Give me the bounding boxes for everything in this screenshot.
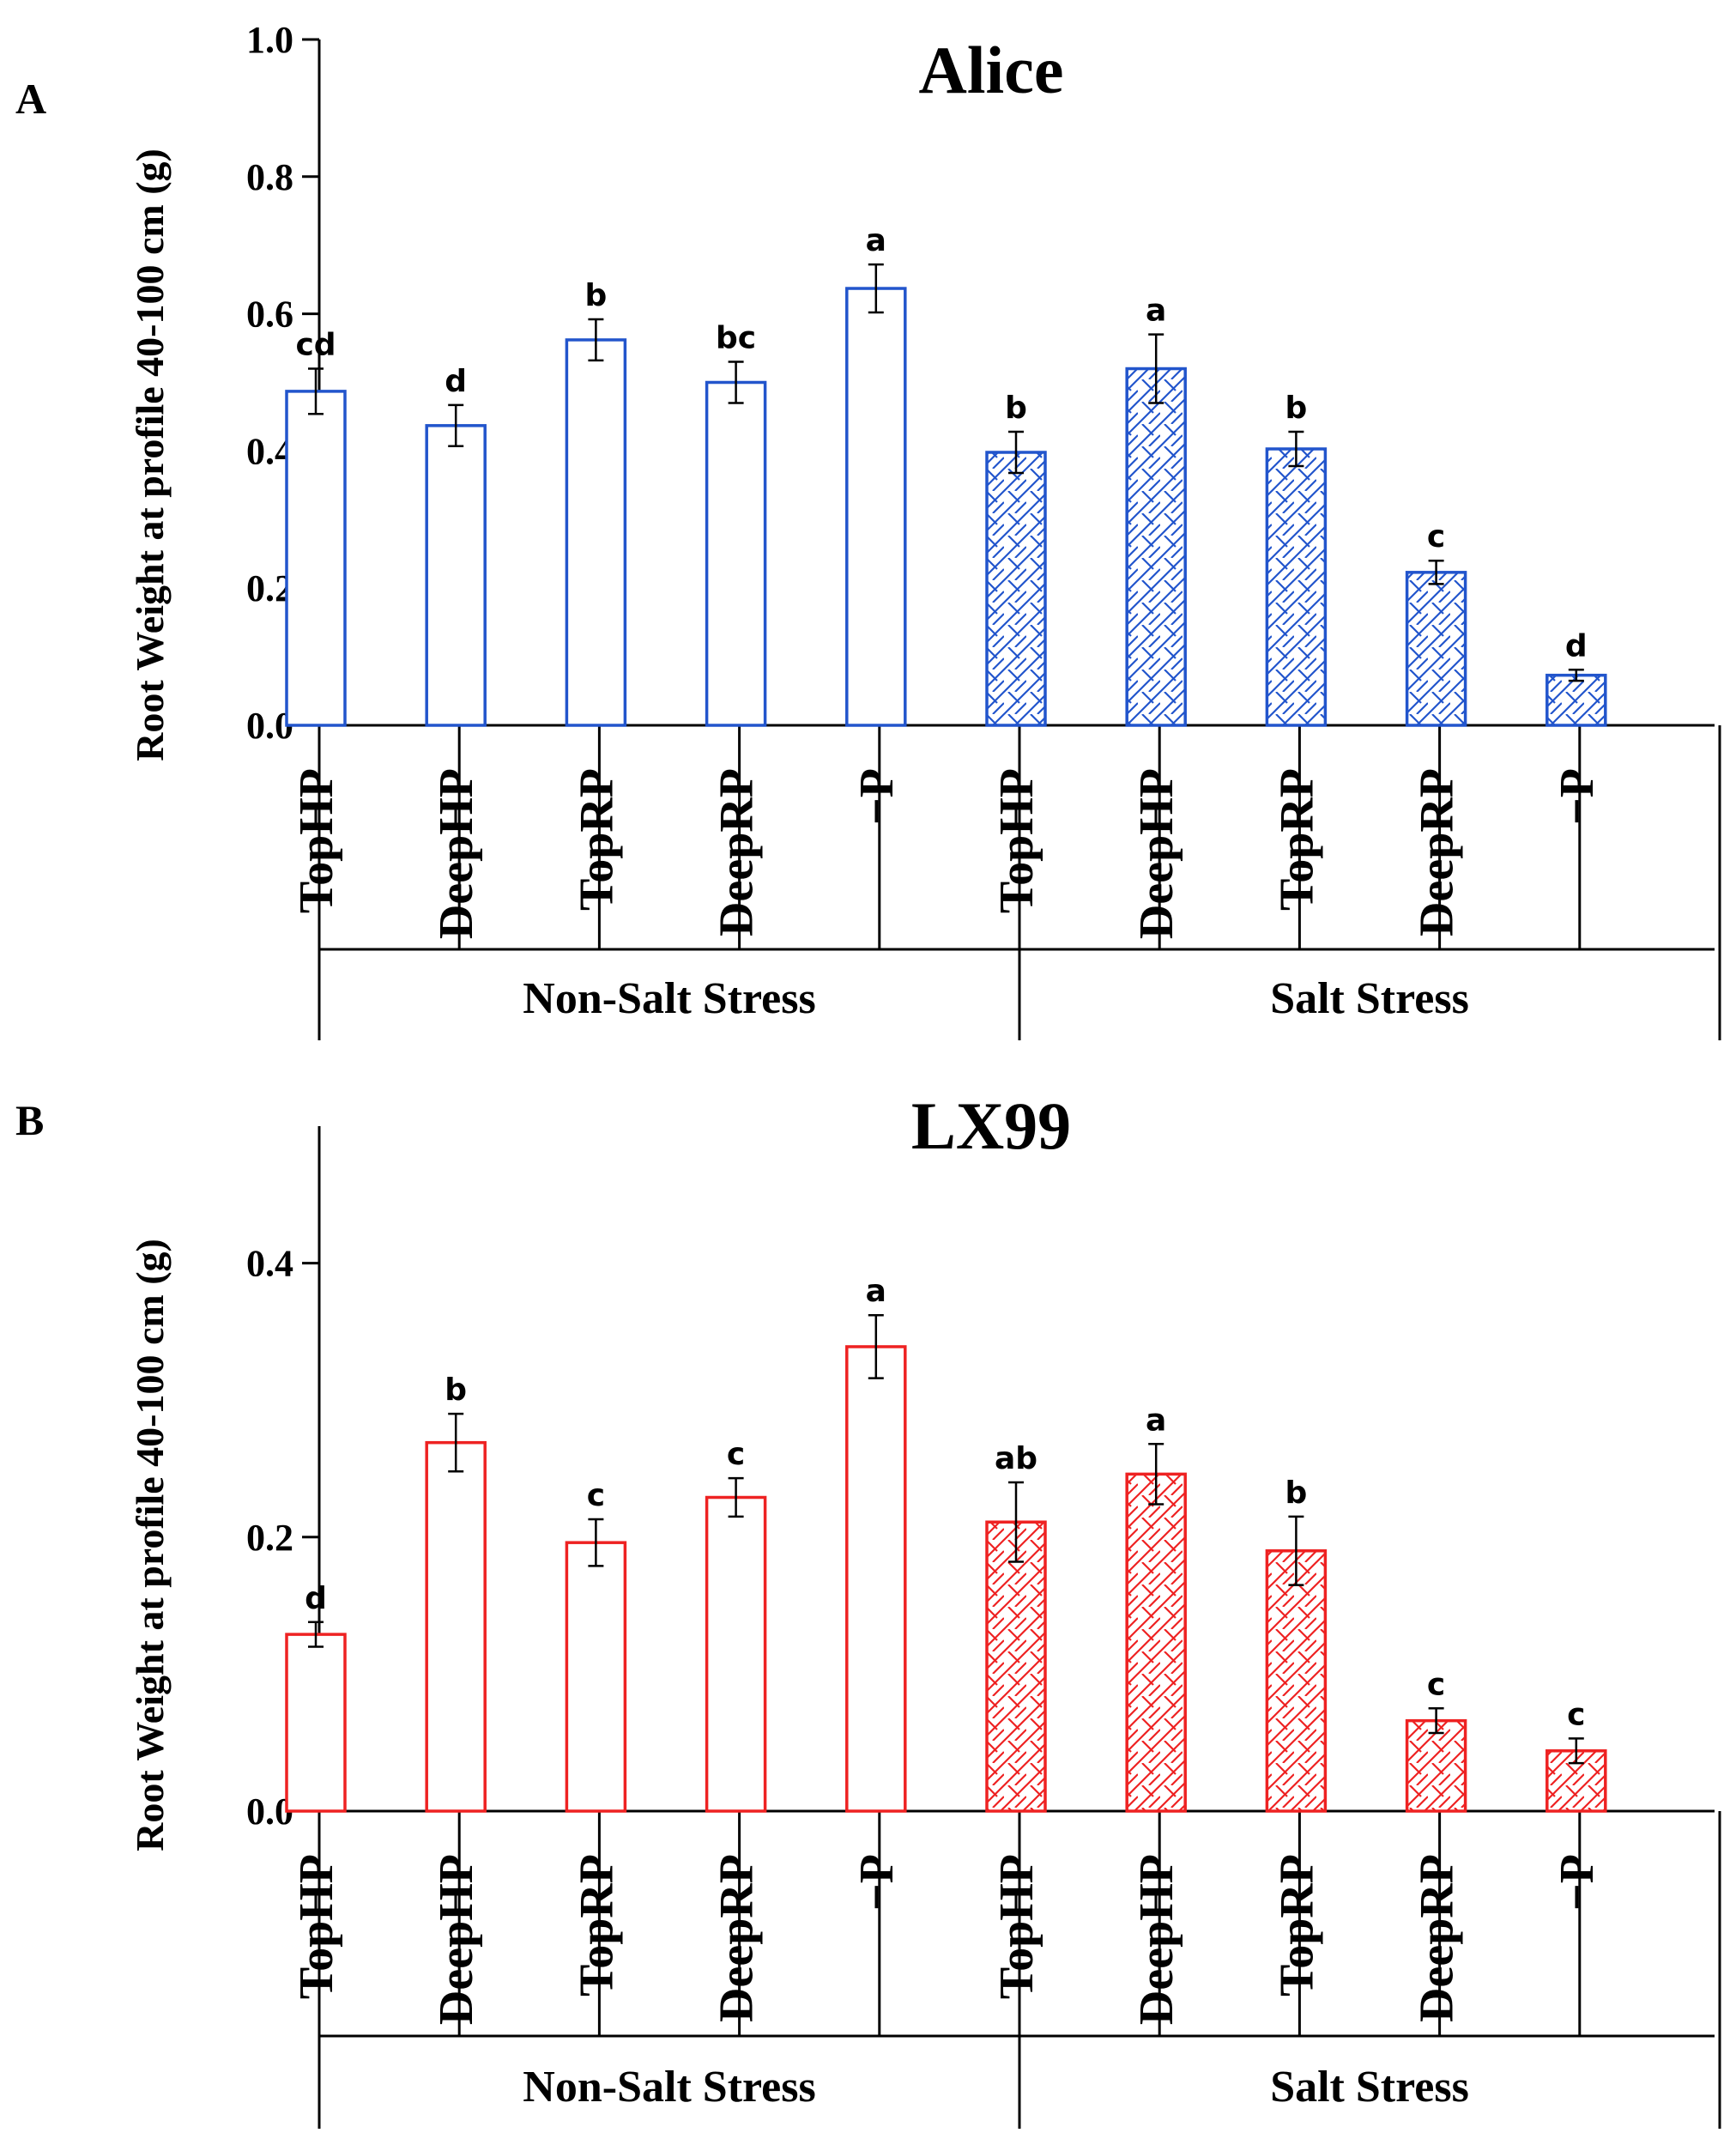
bar	[1545, 673, 1607, 727]
significance-letter: d	[1565, 628, 1588, 663]
significance-letter: cd	[295, 328, 336, 363]
panel-label: A	[15, 75, 46, 123]
significance-letter: bc	[716, 321, 756, 356]
y-tick-label: 0.8	[246, 156, 293, 198]
y-tick-label: 1.0	[246, 19, 293, 61]
y-tick-label: 0.2	[246, 1517, 293, 1559]
significance-letter: c	[1567, 1697, 1585, 1732]
significance-letter: b	[585, 278, 608, 313]
bar	[565, 1541, 627, 1813]
bar	[705, 380, 767, 727]
significance-letter: d	[305, 1581, 327, 1616]
bar	[985, 451, 1047, 727]
category-label: DeepHP	[430, 768, 483, 939]
chart-title: Alice	[919, 33, 1064, 107]
y-axis-label: Root Weight at profile 40-100 cm (g)	[128, 148, 172, 761]
category-label: TopRP	[1270, 768, 1323, 911]
significance-letter: a	[1146, 1403, 1166, 1438]
category-label: DeepRP	[1411, 768, 1464, 936]
significance-letter: c	[727, 1437, 745, 1472]
significance-letter: b	[1285, 1475, 1308, 1511]
category-label: TopRP	[570, 1854, 623, 1997]
category-label: −P	[850, 768, 904, 825]
bar	[1125, 367, 1187, 727]
category-label: TopHP	[290, 1854, 343, 1999]
category-label: −P	[1551, 1854, 1604, 1911]
category-label: DeepHP	[1130, 1854, 1183, 2025]
chart-title: LX99	[911, 1088, 1071, 1163]
category-label: DeepHP	[430, 1854, 483, 2025]
group-label: Non-Salt Stress	[523, 2063, 815, 2112]
significance-letter: c	[1427, 1667, 1445, 1702]
bar	[285, 1633, 347, 1813]
bar	[425, 1440, 487, 1813]
significance-letter: a	[866, 1274, 886, 1309]
significance-letter: a	[866, 223, 886, 258]
y-axis-label: Root Weight at profile 40-100 cm (g)	[128, 1239, 172, 1851]
bar	[1265, 447, 1328, 727]
significance-letter: a	[1146, 294, 1166, 329]
significance-letter: d	[445, 364, 467, 399]
panel-label: B	[15, 1096, 44, 1144]
category-label: DeepRP	[1411, 1854, 1464, 2022]
bar	[1405, 1718, 1467, 1813]
significance-letter: c	[587, 1478, 605, 1513]
bar	[1405, 571, 1467, 727]
category-label: TopRP	[570, 768, 623, 911]
bar	[985, 1520, 1047, 1813]
y-tick-label: 0.4	[246, 1243, 293, 1285]
significance-letter: c	[1427, 519, 1445, 554]
category-label: −P	[1551, 768, 1604, 825]
category-label: TopHP	[990, 1854, 1043, 1999]
bar	[1265, 1549, 1328, 1813]
category-label: DeepRP	[711, 1854, 764, 2022]
group-label: Salt Stress	[1270, 974, 1469, 1023]
significance-letter: b	[445, 1372, 467, 1408]
bar	[425, 424, 487, 727]
significance-letter: ab	[995, 1441, 1037, 1476]
bar	[845, 1345, 907, 1813]
category-label: DeepHP	[1130, 768, 1183, 939]
category-label: DeepRP	[711, 768, 764, 936]
category-label: TopHP	[290, 768, 343, 913]
category-label: TopHP	[990, 768, 1043, 913]
bar	[285, 390, 347, 727]
category-label: −P	[850, 1854, 904, 1911]
significance-letter: b	[1285, 391, 1308, 426]
bar	[565, 338, 627, 727]
bar	[1125, 1472, 1187, 1813]
y-tick-label: 0.6	[246, 294, 293, 336]
group-label: Non-Salt Stress	[523, 974, 815, 1023]
bar	[845, 287, 907, 727]
group-label: Salt Stress	[1270, 2063, 1469, 2112]
category-label: TopRP	[1270, 1854, 1323, 1997]
significance-letter: b	[1005, 391, 1027, 426]
bar	[705, 1495, 767, 1813]
